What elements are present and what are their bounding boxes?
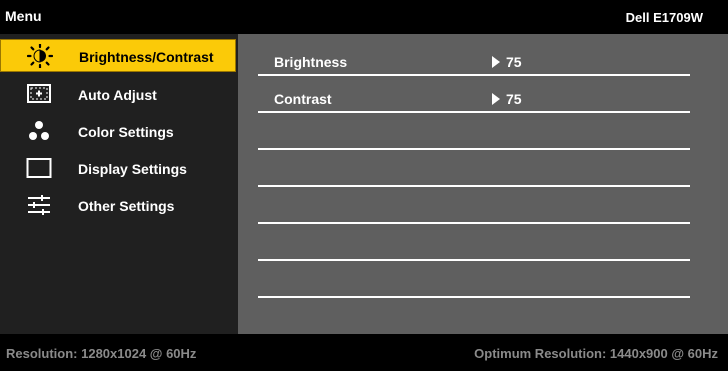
title-bar: Menu Dell E1709W — [0, 0, 728, 34]
empty-row — [258, 225, 690, 261]
menu-item-label: Other Settings — [78, 198, 175, 214]
menu-item-display-settings[interactable]: Display Settings — [0, 152, 236, 185]
empty-row — [258, 151, 690, 187]
menu-item-label: Auto Adjust — [78, 87, 157, 103]
menu-title: Menu — [5, 8, 42, 24]
display-settings-icon — [26, 156, 52, 180]
auto-adjust-icon — [26, 82, 52, 106]
brightness-icon — [26, 43, 54, 69]
row-divider — [258, 74, 690, 76]
status-footer: Resolution: 1280x1024 @ 60Hz Optimum Res… — [0, 334, 728, 371]
main-menu: Brightness/Contrast Auto Adjust — [0, 34, 238, 334]
menu-item-color-settings[interactable]: Color Settings — [0, 115, 236, 148]
row-divider — [258, 259, 690, 261]
current-resolution: Resolution: 1280x1024 @ 60Hz — [6, 346, 197, 361]
menu-item-label: Brightness/Contrast — [79, 49, 214, 65]
brightness-label: Brightness — [274, 54, 348, 70]
row-divider — [258, 111, 690, 113]
other-settings-icon — [26, 193, 52, 217]
empty-row — [258, 188, 690, 224]
row-divider — [258, 185, 690, 187]
menu-item-label: Color Settings — [78, 124, 174, 140]
menu-item-other-settings[interactable]: Other Settings — [0, 189, 236, 222]
row-divider — [258, 222, 690, 224]
model-name: Dell E1709W — [625, 10, 703, 25]
contrast-value-control[interactable]: 75 — [492, 91, 522, 107]
settings-panel: Brightness 75 Contrast 75 — [238, 34, 728, 334]
row-divider — [258, 296, 690, 298]
brightness-value-control[interactable]: 75 — [492, 54, 522, 70]
contrast-value: 75 — [506, 91, 522, 107]
arrow-right-icon — [492, 93, 500, 105]
arrow-right-icon — [492, 56, 500, 68]
empty-row — [258, 114, 690, 150]
contrast-label: Contrast — [274, 91, 332, 107]
optimum-resolution: Optimum Resolution: 1440x900 @ 60Hz — [474, 346, 718, 361]
empty-row — [258, 262, 690, 298]
color-settings-icon — [26, 119, 52, 143]
menu-item-auto-adjust[interactable]: Auto Adjust — [0, 78, 236, 111]
contrast-row[interactable]: Contrast 75 — [258, 77, 690, 113]
row-divider — [258, 148, 690, 150]
brightness-row[interactable]: Brightness 75 — [258, 40, 690, 76]
menu-item-brightness-contrast[interactable]: Brightness/Contrast — [0, 39, 236, 72]
menu-item-label: Display Settings — [78, 161, 187, 177]
brightness-value: 75 — [506, 54, 522, 70]
